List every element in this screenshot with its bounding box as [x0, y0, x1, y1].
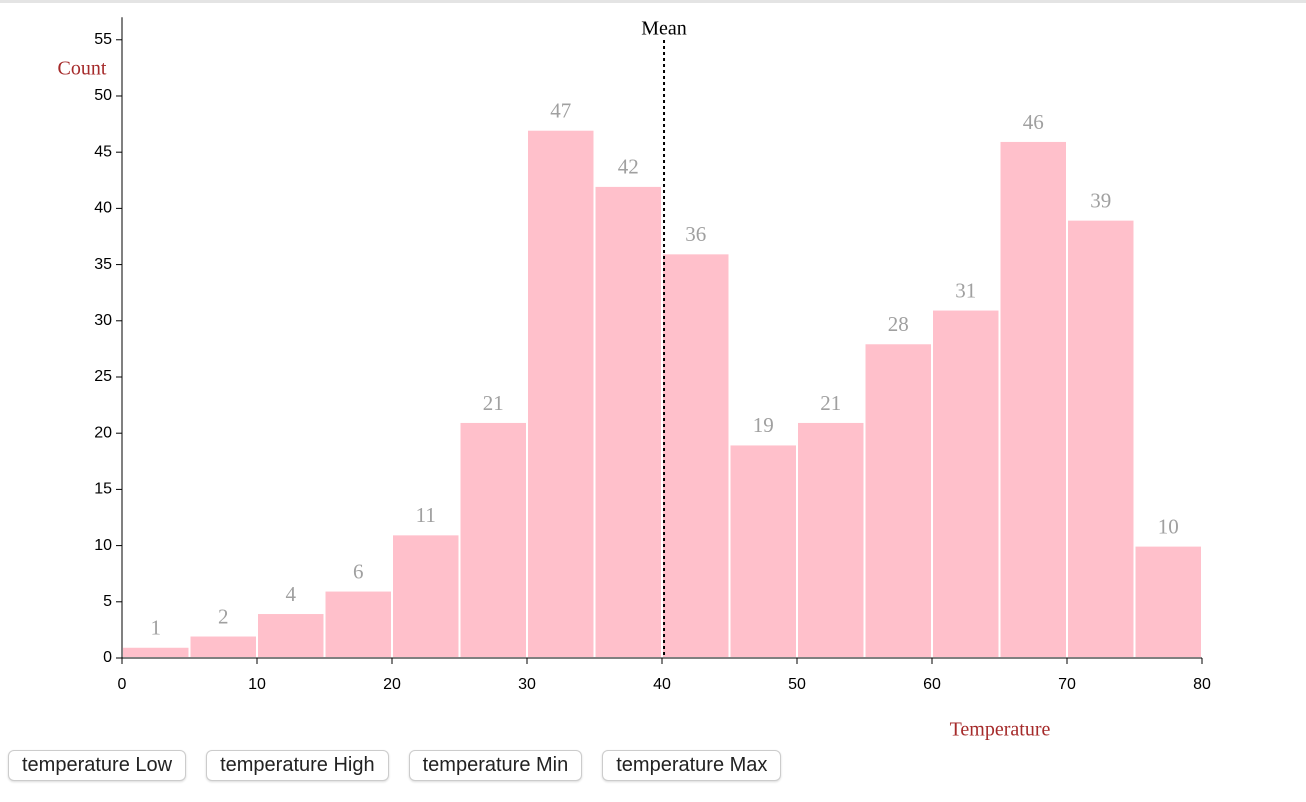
bar	[998, 139, 1068, 660]
x-tick-label: 40	[653, 676, 671, 693]
dataset-button[interactable]: temperature Low	[8, 750, 187, 781]
dataset-button[interactable]: temperature High	[206, 750, 389, 781]
button-bar: temperature Low temperature High temperatu…	[8, 750, 801, 781]
value-label: 31	[955, 278, 976, 302]
y-axis-label: Count	[58, 58, 107, 80]
x-tick-label: 70	[1058, 676, 1076, 693]
dataset-button[interactable]: temperature Max	[602, 750, 782, 781]
x-tick-label: 0	[118, 676, 127, 693]
x-tick-label: 50	[788, 676, 806, 693]
value-label: 28	[888, 312, 909, 336]
value-label: 2	[218, 604, 229, 628]
x-axis-label: Temperature	[950, 719, 1051, 740]
value-label: 10	[1158, 514, 1179, 538]
value-label: 21	[483, 391, 504, 415]
bar	[593, 184, 663, 659]
value-label: 1	[151, 616, 162, 640]
bar	[863, 342, 933, 659]
value-label: 4	[286, 582, 297, 606]
top-bar	[0, 0, 1306, 3]
bar	[931, 308, 1001, 659]
dataset-button[interactable]: temperature Min	[408, 750, 583, 781]
bar	[256, 612, 326, 659]
value-label: 11	[416, 503, 436, 527]
value-label: 47	[550, 99, 571, 123]
chart: Count Temperature 1 246112147423619212831…	[58, 17, 1211, 740]
y-tick-label: 0	[103, 649, 112, 666]
bar	[391, 533, 461, 659]
bar	[188, 634, 258, 659]
y-tick-label: 25	[94, 368, 112, 385]
value-label: 21	[820, 391, 841, 415]
bar	[796, 420, 866, 659]
bar	[661, 252, 731, 659]
value-label: 39	[1090, 188, 1111, 212]
y-tick-label: 55	[94, 31, 112, 48]
bar	[1133, 544, 1203, 660]
bar	[458, 420, 528, 659]
bar	[1066, 218, 1136, 659]
y-tick-label: 45	[94, 143, 112, 160]
y-tick-label: 40	[94, 200, 112, 217]
y-tick-label: 15	[94, 481, 112, 498]
value-label: 36	[685, 222, 706, 246]
value-label: 6	[353, 559, 364, 583]
x-tick-label: 80	[1193, 676, 1211, 693]
y-tick-label: 30	[94, 312, 112, 329]
value-label: 42	[618, 155, 639, 179]
x-tick-label: 10	[248, 676, 266, 693]
bar	[121, 645, 191, 659]
mean-label: Mean	[641, 18, 687, 40]
bar	[526, 128, 596, 660]
value-label: 19	[753, 413, 774, 437]
x-tick-label: 60	[923, 676, 941, 693]
x-tick-label: 20	[383, 676, 401, 693]
y-tick-label: 10	[94, 537, 112, 554]
bar	[728, 443, 798, 659]
bar	[323, 589, 393, 660]
x-tick-label: 30	[518, 676, 536, 693]
y-tick-label: 50	[94, 87, 112, 104]
y-tick-label: 20	[94, 424, 112, 441]
value-label: 46	[1023, 110, 1044, 134]
y-tick-label: 35	[94, 256, 112, 273]
y-tick-label: 5	[103, 593, 112, 610]
